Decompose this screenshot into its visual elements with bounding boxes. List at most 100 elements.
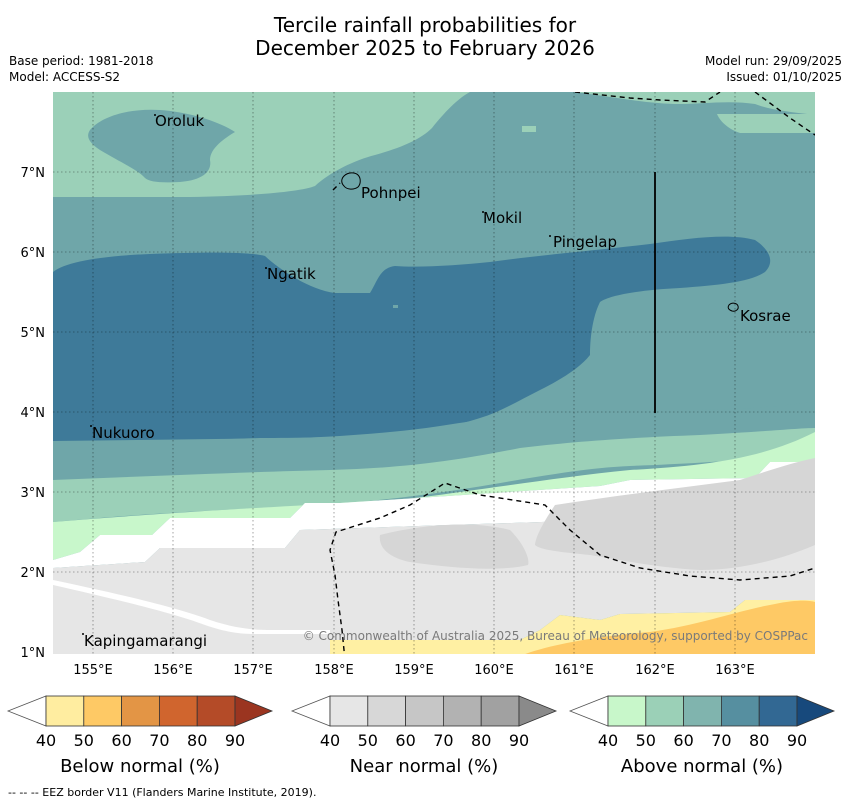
- model-run: Model run: 29/09/2025: [704, 54, 842, 68]
- place-oroluk: Oroluk: [155, 112, 204, 130]
- zone-above-60-70-oroluk: [88, 109, 235, 183]
- cb-above-label: Above normal (%): [621, 756, 783, 777]
- cb-above-tick-50: 50: [636, 731, 656, 750]
- zone-below-50-60: [525, 600, 815, 654]
- cb-below-tick-70: 70: [149, 731, 169, 750]
- lon-tick-156: 156°E: [153, 663, 193, 678]
- place-kapingamarangi: Kapingamarangi: [84, 632, 207, 650]
- cb-above-tick-40: 40: [598, 731, 618, 750]
- cb-above-tick-80: 80: [749, 731, 769, 750]
- zone-near-50-60-center: [379, 524, 529, 569]
- cb-near-tick-60: 60: [395, 731, 415, 750]
- copyright-notice: © Commonwealth of Australia 2025, Bureau…: [303, 629, 808, 643]
- cb-above-seg-4: [720, 695, 760, 727]
- zone-no-dominance: [53, 462, 815, 568]
- cb-near-seg-1: [329, 695, 369, 727]
- cb-below-tick-80: 80: [187, 731, 207, 750]
- cb-above-seg-1: [607, 695, 647, 727]
- graticule: [53, 92, 815, 654]
- colorbar-below-low-arrow: [6, 695, 47, 727]
- cb-above-tick-90: 90: [787, 731, 807, 750]
- colorbar-above-normal: 40 50 60 70 80 90 Above normal (%): [568, 695, 836, 777]
- cb-above-tick-60: 60: [673, 731, 693, 750]
- zone-above-70-80: [53, 236, 771, 444]
- place-markers: [82, 114, 551, 635]
- marker-nukuoro: [90, 425, 92, 427]
- base-period: Base period: 1981-2018: [9, 54, 154, 68]
- cb-near-seg-2: [367, 695, 407, 727]
- lat-tick-3: 3°N: [21, 486, 46, 501]
- cb-near-tick-50: 50: [358, 731, 378, 750]
- zone-above-60-70-south: [53, 402, 815, 480]
- lon-tick-163: 163°E: [715, 663, 755, 678]
- zone-above-40-50-south: [53, 432, 815, 560]
- issued-date: Issued: 01/10/2025: [726, 70, 842, 84]
- lat-tick-1: 1°N: [21, 646, 46, 661]
- cb-above-tick-70: 70: [711, 731, 731, 750]
- cb-near-seg-3: [405, 695, 444, 727]
- place-mokil: Mokil: [483, 209, 522, 227]
- zone-above-50-60-south: [53, 428, 815, 522]
- cb-near-tick-90: 90: [509, 731, 529, 750]
- cb-below-seg-5: [196, 695, 236, 727]
- marker-ngatik: [265, 267, 267, 269]
- place-kosrae: Kosrae: [740, 307, 791, 325]
- title-line-2: December 2025 to February 2026: [255, 36, 595, 60]
- zone-above-50-60-northeast: [575, 92, 815, 115]
- marker-oroluk: [154, 114, 156, 116]
- cb-below-seg-3: [121, 695, 160, 727]
- probability-map: Oroluk Pohnpei Mokil Pingelap Ngatik Kos…: [53, 92, 815, 654]
- lon-tick-155: 155°E: [73, 663, 113, 678]
- lon-tick-158: 158°E: [314, 663, 354, 678]
- cb-near-label: Near normal (%): [350, 756, 499, 777]
- cb-below-tick-60: 60: [111, 731, 131, 750]
- cb-near-seg-6: [518, 695, 558, 727]
- lat-tick-2: 2°N: [21, 566, 46, 581]
- colorbar-near-normal: 40 50 60 70 80 90 Near normal (%): [290, 695, 558, 777]
- cb-below-tick-40: 40: [36, 731, 56, 750]
- lat-tick-5: 5°N: [21, 326, 46, 341]
- zone-speck: [393, 305, 398, 308]
- cb-above-seg-3: [683, 695, 722, 727]
- cb-above-seg-2: [645, 695, 685, 727]
- colorbar-above-low-arrow: [568, 695, 609, 727]
- lat-tick-7: 7°N: [21, 166, 46, 181]
- cb-near-seg-5: [480, 695, 520, 727]
- zone-near-50-60-east: [535, 458, 815, 570]
- lat-tick-4: 4°N: [21, 406, 46, 421]
- cb-below-seg-2: [83, 695, 123, 727]
- lon-tick-160: 160°E: [474, 663, 514, 678]
- title-line-1: Tercile rainfall probabilities for: [273, 13, 577, 37]
- cb-below-seg-1: [45, 695, 85, 727]
- lat-axis: 7°N 6°N 5°N 4°N 3°N 2°N 1°N: [21, 166, 46, 661]
- place-pingelap: Pingelap: [553, 233, 617, 251]
- cb-below-label: Below normal (%): [60, 756, 220, 777]
- colorbar-near-low-arrow: [290, 695, 331, 727]
- zone-near-40-50-south-grey: [53, 585, 330, 654]
- cb-below-tick-90: 90: [225, 731, 245, 750]
- pohnpei-island-icon: [341, 172, 361, 190]
- cb-near-tick-40: 40: [320, 731, 340, 750]
- marker-mokil: [482, 211, 484, 213]
- model-name: Model: ACCESS-S2: [9, 70, 121, 84]
- lon-tick-161: 161°E: [554, 663, 594, 678]
- cb-near-tick-80: 80: [471, 731, 491, 750]
- cb-below-seg-6: [234, 695, 274, 727]
- cb-near-tick-70: 70: [433, 731, 453, 750]
- kosrae-island-icon: [727, 302, 739, 312]
- cb-above-seg-6: [796, 695, 836, 727]
- place-ngatik: Ngatik: [267, 265, 316, 283]
- zone-above-50-60-east-strip: [717, 114, 815, 133]
- cb-below-seg-4: [158, 695, 198, 727]
- place-nukuoro: Nukuoro: [92, 424, 155, 442]
- marker-kapingamarangi: [82, 633, 84, 635]
- zone-above-50-60-speck: [522, 126, 536, 132]
- marker-pingelap: [549, 235, 551, 237]
- lon-tick-162: 162°E: [635, 663, 675, 678]
- colorbar-below-normal: 40 50 60 70 80 90 Below normal (%): [6, 695, 274, 777]
- lon-tick-159: 159°E: [394, 663, 434, 678]
- lat-tick-6: 6°N: [21, 246, 46, 261]
- cb-near-seg-4: [442, 695, 482, 727]
- lon-tick-157: 157°E: [233, 663, 273, 678]
